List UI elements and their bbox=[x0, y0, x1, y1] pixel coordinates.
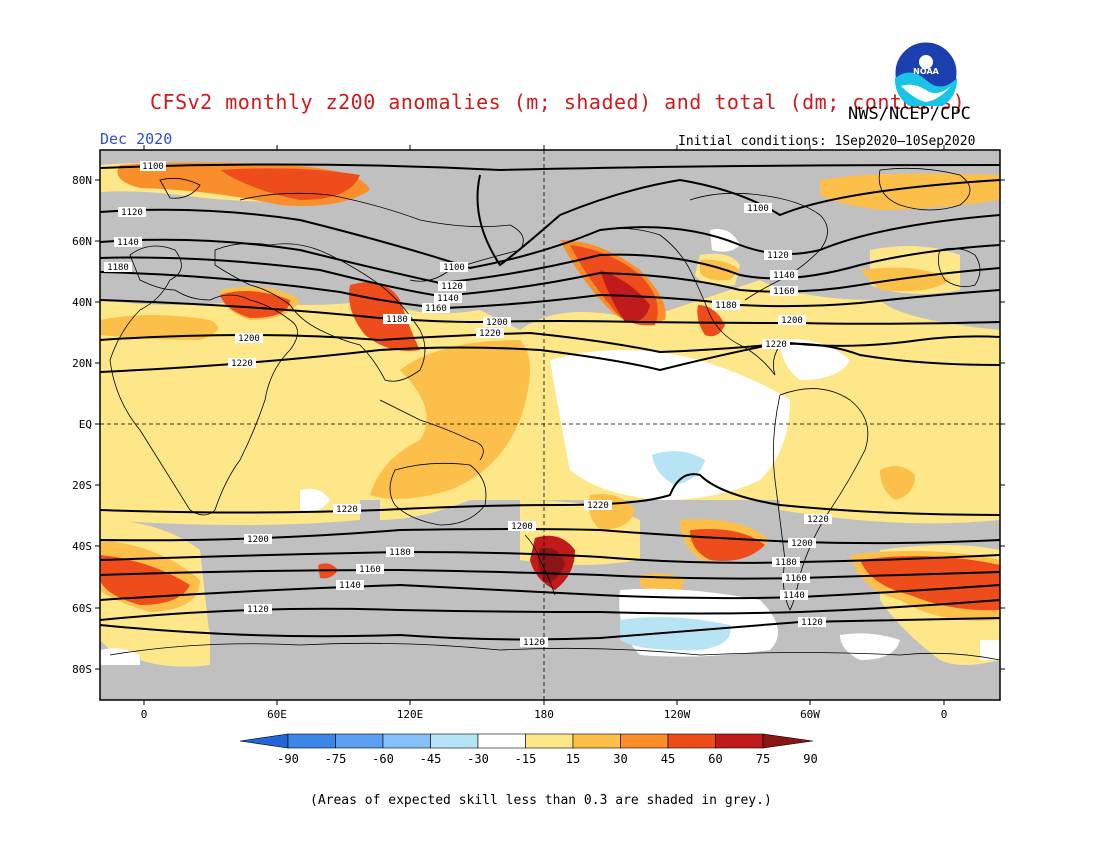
contour-label: 1180 bbox=[715, 301, 737, 311]
contour-label: 1140 bbox=[117, 238, 139, 248]
colorbar-label: 45 bbox=[660, 752, 676, 766]
colorbar-label: -15 bbox=[514, 752, 537, 766]
contour-label: 1180 bbox=[107, 263, 129, 273]
contour-label: 1200 bbox=[511, 522, 533, 532]
lon-label: 120E bbox=[397, 708, 424, 721]
colorbar-label: -75 bbox=[324, 752, 347, 766]
contour-label: 1220 bbox=[587, 501, 609, 511]
contour-label: 1180 bbox=[386, 315, 408, 325]
map-frame bbox=[99, 149, 1001, 701]
contour-label: 1180 bbox=[389, 548, 411, 558]
contour-label: 1160 bbox=[785, 574, 807, 584]
contour-label: 1200 bbox=[791, 539, 813, 549]
colorbar-swatch bbox=[572, 733, 621, 749]
contour-label: 1220 bbox=[807, 515, 829, 525]
contour-label: 1140 bbox=[773, 271, 795, 281]
lat-label: 20S bbox=[72, 479, 92, 492]
contour-label: 1120 bbox=[767, 251, 789, 261]
lon-label: 60W bbox=[800, 708, 820, 721]
colorbar-label: 90 bbox=[803, 752, 818, 766]
contour-label: 1140 bbox=[783, 591, 805, 601]
lat-label: EQ bbox=[79, 418, 92, 431]
lon-label: 60E bbox=[267, 708, 287, 721]
colorbar-label: 60 bbox=[708, 752, 723, 766]
colorbar-label: 30 bbox=[613, 752, 628, 766]
contour-label: 1160 bbox=[359, 565, 381, 575]
noaa-logo: NOAA bbox=[893, 40, 959, 111]
map-field: 1100 1120 1140 1180 1100 1120 1140 1160 … bbox=[100, 150, 1000, 700]
contour-label: 1100 bbox=[747, 204, 769, 214]
contour-label: 1200 bbox=[486, 318, 508, 328]
skill-note: (Areas of expected skill less than 0.3 a… bbox=[310, 793, 772, 808]
contour-label: 1220 bbox=[479, 329, 501, 339]
chart-title: CFSv2 monthly z200 anomalies (m; shaded)… bbox=[150, 90, 966, 114]
colorbar-swatch bbox=[430, 733, 479, 749]
lon-axis: 0 60E 120E 180 120W 60W 0 bbox=[141, 145, 948, 721]
contour-label: 1120 bbox=[247, 605, 269, 615]
colorbar-label: -90 bbox=[277, 752, 299, 766]
contour-label: 1220 bbox=[231, 359, 253, 369]
colorbar-label: -30 bbox=[467, 752, 489, 766]
contour-label: 1160 bbox=[425, 304, 447, 314]
colorbar-label: 15 bbox=[565, 752, 581, 766]
colorbar bbox=[239, 733, 814, 749]
contour-label: 1220 bbox=[765, 340, 787, 350]
lat-axis: 80N 60N 40N 20N EQ 20S 40S 60S 80S bbox=[72, 174, 1005, 676]
colorbar-swatch bbox=[667, 733, 716, 749]
logo-text: NOAA bbox=[913, 67, 939, 76]
colorbar-label: -60 bbox=[372, 752, 394, 766]
colorbar-swatch bbox=[620, 733, 669, 749]
lat-label: 40S bbox=[72, 540, 92, 553]
colorbar-swatch bbox=[525, 733, 574, 749]
colorbar-label: 75 bbox=[755, 752, 771, 766]
contour-label: 1200 bbox=[238, 334, 260, 344]
colorbar-arrow-low bbox=[239, 733, 289, 749]
forecast-month: Dec 2020 bbox=[100, 130, 173, 148]
lat-label: 60N bbox=[72, 235, 92, 248]
lat-label: 80N bbox=[72, 174, 92, 187]
colorbar-swatch bbox=[335, 733, 384, 749]
contour-label: 1140 bbox=[339, 581, 361, 591]
contour-label: 1120 bbox=[523, 638, 545, 648]
contour-label: 1180 bbox=[775, 558, 797, 568]
colorbar-swatch bbox=[287, 733, 336, 749]
contour-label: 1100 bbox=[142, 162, 164, 172]
contour-label: 1220 bbox=[336, 505, 358, 515]
contour-label: 1120 bbox=[801, 618, 823, 628]
colorbar-label: -45 bbox=[419, 752, 442, 766]
initial-conditions: Initial conditions: 1Sep2020–10Sep2020 bbox=[678, 134, 976, 149]
lon-label: 180 bbox=[534, 708, 554, 721]
contour-label: 1160 bbox=[773, 287, 795, 297]
colorbar-arrow-high bbox=[762, 733, 814, 749]
contour-label: 1200 bbox=[247, 535, 269, 545]
lon-label: 0 bbox=[141, 708, 148, 721]
contour-labels: 1100 1120 1140 1180 1100 1120 1140 1160 … bbox=[104, 161, 832, 648]
contour-label: 1100 bbox=[443, 263, 465, 273]
colorbar-swatch bbox=[382, 733, 431, 749]
colorbar-swatch bbox=[715, 733, 764, 749]
colorbar-swatch bbox=[477, 733, 526, 749]
contour-label: 1120 bbox=[121, 208, 143, 218]
lon-label: 0 bbox=[941, 708, 948, 721]
contour-label: 1120 bbox=[441, 282, 463, 292]
contour-label: 1140 bbox=[437, 294, 459, 304]
lat-label: 20N bbox=[72, 357, 92, 370]
lon-label: 120W bbox=[664, 708, 691, 721]
contour-label: 1200 bbox=[781, 316, 803, 326]
lat-label: 60S bbox=[72, 602, 92, 615]
org-label: NWS/NCEP/CPC bbox=[848, 104, 971, 124]
height-contours bbox=[100, 163, 1000, 641]
lat-label: 40N bbox=[72, 296, 92, 309]
lat-label: 80S bbox=[72, 663, 92, 676]
